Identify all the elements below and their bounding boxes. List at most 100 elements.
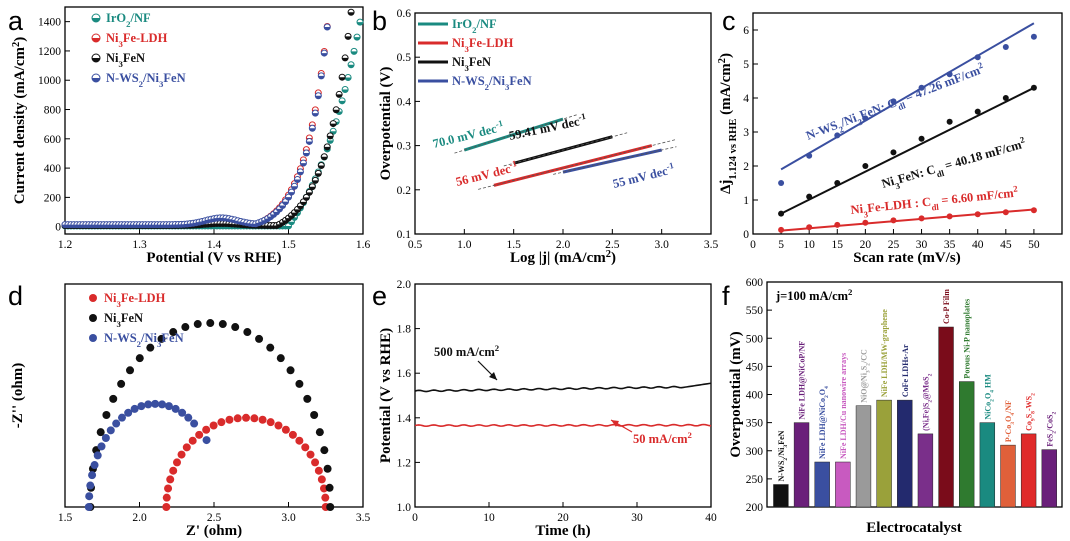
panel-f-bar	[897, 399, 913, 508]
panel-d-point-3	[86, 481, 95, 490]
panel-a-point-4	[302, 149, 310, 157]
panel-a-point-3-fill	[321, 156, 328, 160]
panel-f-bar-label: NiFe LDH@NiCoP/NF	[798, 341, 807, 420]
panel-c-point-1	[946, 71, 953, 78]
panel-d-point-1	[188, 436, 197, 445]
panel-a-xtick-label: 1.2	[58, 239, 73, 251]
panel-a-legend-marker-fill	[92, 78, 100, 82]
panel-d-point-2	[276, 354, 285, 363]
panel-a-point-1	[356, 18, 364, 26]
panel-a-point-3	[305, 188, 313, 196]
panel-d-point-1	[162, 493, 171, 502]
panel-d-point-2	[266, 343, 275, 352]
panel-a-point-4-fill	[306, 141, 313, 145]
panel-b-ytick-label: 0.1	[397, 229, 412, 241]
panel-a-point-3	[329, 120, 337, 128]
panel-d-point-2	[126, 366, 135, 375]
panel-c-fit-3	[781, 208, 1034, 232]
panel-d-point-1	[217, 418, 226, 427]
panel-a-legend-marker-fill	[92, 58, 100, 62]
panel-e-annotation: 500 mA/cm2	[434, 343, 499, 359]
panel-f-bar	[793, 422, 810, 508]
panel-a-point-4	[323, 23, 331, 31]
panel-b-xtick-label: 2.5	[605, 239, 620, 251]
panel-a-point-3-fill	[297, 205, 304, 209]
panel-d-point-2	[181, 323, 190, 332]
panel-c-point-3	[806, 224, 813, 231]
panel-d-xtick-label: 2.0	[132, 512, 147, 524]
panel-f-bar	[835, 461, 851, 508]
panel-d-point-2	[315, 428, 324, 437]
panel-d-point-1	[182, 443, 191, 452]
panel-c-point-1	[834, 132, 841, 139]
panel-e-xtick-label: 40	[705, 512, 717, 524]
panel-a-point-3	[326, 132, 334, 140]
panel-b-xtick-label: 3.5	[704, 239, 719, 251]
panel-f-ytick-label: 350	[746, 418, 764, 430]
panel-a-legend-label: Ni3Fe-LDH	[106, 31, 168, 49]
panel-d-point-1	[250, 414, 259, 423]
panel-c-label: c	[722, 6, 736, 36]
panel-a-xtick-label: 1.5	[281, 239, 296, 251]
panel-e-ytick-label: 2.0	[397, 279, 412, 291]
panel-a-ylabel: Current density (mA/cm2)	[11, 37, 29, 204]
panel-a-point-3	[344, 32, 352, 40]
panel-b-xlabel: Log |j| (mA/cm2)	[510, 249, 616, 267]
panel-c-ytick-label: 2	[743, 161, 749, 173]
panel-d-point-2	[310, 411, 319, 420]
panel-a-point-3-fill	[318, 165, 325, 169]
panel-d-point-1	[202, 425, 211, 434]
panel-f-bar-label: N-WS2/Ni3FeN	[777, 430, 789, 481]
panel-d-point-2	[303, 394, 312, 403]
panel-a-point-3-fill	[306, 192, 313, 196]
panel-f-label: f	[722, 281, 730, 311]
panel-d-point-1	[177, 450, 186, 459]
panel-c-point-3	[1030, 207, 1037, 214]
panel-d-point-3	[151, 399, 160, 408]
panel-f-ytick-label: 200	[746, 502, 764, 514]
panel-a-point-1	[353, 33, 361, 41]
panel-a-ytick-label: 400	[44, 163, 62, 175]
panel-a-point-1-fill	[327, 140, 334, 144]
panel-d-point-1	[281, 425, 290, 434]
panel-d-point-1	[162, 503, 171, 511]
panel-d-point-3	[184, 413, 193, 422]
panel-a-point-3-fill	[330, 123, 337, 127]
panel-f-ytick-label: 600	[746, 277, 764, 289]
panel-e-series-2	[414, 423, 712, 428]
panel-b-label: b	[372, 6, 387, 36]
panel-a-point-3-fill	[342, 57, 349, 61]
panel-e-annotation: 50 mA/cm2	[633, 430, 692, 446]
panel-c-xlabel: Scan rate (mV/s)	[853, 250, 960, 266]
panel-e-ytick-label: 1.4	[397, 413, 412, 425]
panel-a-point-1-fill	[339, 100, 346, 104]
panel-c-point-1	[778, 180, 785, 186]
panel-d-point-3	[90, 461, 99, 470]
panel-d-legend-marker	[89, 314, 97, 322]
panel-a-point-3-fill	[300, 201, 307, 205]
panel-d-ylabel: -Z'' (ohm)	[10, 363, 26, 428]
panel-b-ytick-label: 0.4	[397, 96, 412, 108]
panel-d-point-3	[171, 404, 180, 413]
panel-d-legend-marker	[89, 294, 97, 302]
panel-c-fit-1	[780, 22, 1035, 171]
panel-f-bar-label: (Ni,Fe)S2@MoS2	[921, 373, 933, 430]
panel-e-arrowhead	[489, 372, 497, 380]
panel-c-ytick-label: 5	[743, 59, 749, 71]
panel-a-point-4	[285, 193, 292, 201]
panel-c-ylabel: Δj1.124 vs RHE (mA/cm2)	[717, 53, 739, 194]
panel-a-legend-marker	[91, 53, 101, 63]
panel-a-ytick-label: 1400	[38, 17, 61, 29]
panel-f-bar-label: NiO@Ni3S2/CC	[859, 349, 871, 403]
panel-a-point-3-fill	[312, 180, 319, 184]
panel-d-point-3	[117, 413, 126, 422]
panel-f-bar-label: Co-P Film	[942, 289, 951, 324]
panel-c-point-2	[1030, 84, 1037, 91]
panel-f-ytick-label: 500	[746, 333, 764, 345]
panel-b-slope-label: 70.0 mV dec-1	[431, 118, 505, 151]
panel-d-point-1	[321, 493, 330, 502]
panel-a-point-3	[320, 153, 328, 161]
panel-a-point-4	[287, 188, 295, 196]
panel-e-xtick-label: 0	[412, 512, 418, 524]
panel-c-ytick-label: 0	[743, 229, 749, 241]
